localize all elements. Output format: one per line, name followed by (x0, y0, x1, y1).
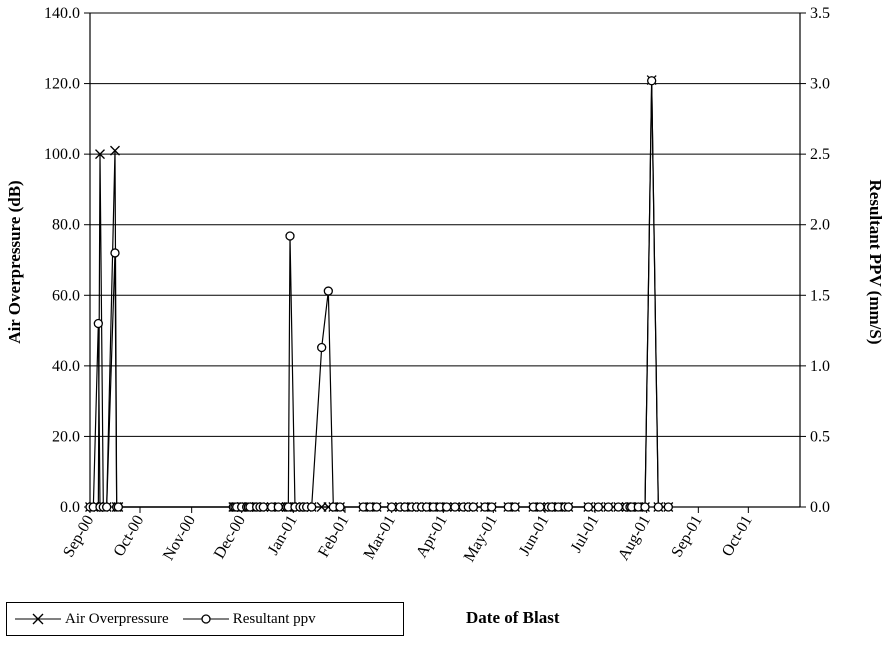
circle-marker (450, 502, 460, 512)
circle-marker (387, 502, 397, 512)
series-line (90, 80, 669, 508)
right-tick-label: 0.5 (810, 428, 830, 445)
circle-marker (593, 502, 603, 512)
left-tick-label: 140.0 (44, 5, 80, 22)
circle-marker (102, 502, 112, 512)
left-tick-label: 120.0 (44, 76, 80, 93)
series-line (90, 80, 669, 508)
x-tick-label: Jul-01 (568, 513, 603, 556)
axes (89, 13, 801, 508)
x-tick-label: Oct-00 (111, 513, 148, 560)
right-axis-ticks: 0.0 0.5 1.0 1.5 2.0 2.5 3.0 3.5 (800, 5, 830, 516)
right-tick-label: 1.0 (810, 358, 830, 375)
legend-label-resultant-ppv: Resultant ppv (232, 610, 316, 627)
left-axis-title: Air Overpressure (dB) (5, 180, 24, 343)
circle-marker-icon (182, 614, 229, 624)
circle-marker (317, 342, 327, 353)
circle-marker (372, 502, 382, 512)
circle-marker (110, 248, 120, 258)
circle-marker (535, 502, 545, 512)
legend: Air Overpressure Resultant ppv (6, 602, 404, 636)
x-tick-label: Mar-01 (361, 513, 400, 563)
series-air-overpressure (85, 75, 674, 512)
series-layer (85, 75, 674, 512)
circle-marker (335, 502, 345, 512)
x-marker (95, 149, 105, 160)
circle-marker (113, 502, 123, 512)
circle-marker (647, 76, 657, 86)
circle-marker (273, 502, 283, 512)
circle-marker (613, 502, 623, 512)
x-tick-label: May-01 (461, 513, 501, 565)
left-tick-label: 20.0 (52, 428, 80, 445)
circle-marker (487, 502, 497, 512)
left-tick-label: 80.0 (52, 217, 80, 234)
circle-marker (285, 231, 295, 241)
circle-marker (442, 502, 452, 512)
x-tick-label: Jun-01 (516, 513, 553, 559)
circle-marker (653, 502, 663, 512)
circle-marker (323, 286, 333, 296)
circle-marker (510, 502, 520, 512)
right-tick-label: 3.5 (810, 5, 830, 22)
left-tick-label: 0.0 (60, 499, 80, 516)
circle-marker (583, 502, 593, 512)
x-tick-label: Feb-01 (315, 513, 352, 561)
right-tick-label: 2.5 (810, 146, 830, 163)
right-tick-label: 0.0 (810, 499, 830, 516)
x-tick-label: Dec-00 (211, 513, 249, 562)
x-tick-label: Aug-01 (615, 513, 654, 564)
series-resultant-ppv (85, 76, 673, 512)
right-tick-label: 3.0 (810, 76, 830, 93)
circle-marker (93, 318, 103, 329)
x-tick-label: Sep-00 (60, 513, 97, 561)
left-tick-label: 100.0 (44, 146, 80, 163)
circle-marker (663, 502, 673, 512)
x-axis-title: Date of Blast (466, 608, 560, 627)
x-tick-label: Oct-01 (719, 513, 756, 560)
x-marker-icon (15, 613, 61, 625)
legend-label-air-overpressure: Air Overpressure (65, 610, 169, 627)
circle-marker (258, 502, 268, 512)
gridlines (90, 12, 800, 437)
x-tick-label: Sep-01 (668, 513, 705, 561)
circle-marker (307, 502, 317, 512)
circle-marker (468, 502, 478, 512)
x-tick-label: Nov-00 (160, 513, 199, 564)
left-axis-ticks: 0.0 20.0 40.0 60.0 80.0 100.0 120.0 140.0 (44, 5, 90, 516)
right-tick-label: 1.5 (810, 287, 830, 304)
x-tick-label: Jan-01 (265, 513, 301, 558)
right-axis-title: Resultant PPV (mm/S) (866, 180, 882, 345)
legend-item-resultant-ppv: Resultant ppv (182, 610, 316, 628)
x-tick-label: Apr-01 (413, 513, 451, 561)
circle-marker (640, 502, 650, 512)
x-axis-ticks: Sep-00 Oct-00 Nov-00 Dec-00 Jan-01 Feb-01 Mar-… (60, 507, 756, 565)
legend-item-air-overpressure: Air Overpressure (15, 611, 169, 628)
right-tick-label: 2.0 (810, 217, 830, 234)
left-tick-label: 40.0 (52, 358, 80, 375)
circle-marker (603, 502, 613, 512)
circle-marker (563, 502, 573, 512)
left-tick-label: 60.0 (52, 287, 80, 304)
x-marker (110, 145, 120, 156)
